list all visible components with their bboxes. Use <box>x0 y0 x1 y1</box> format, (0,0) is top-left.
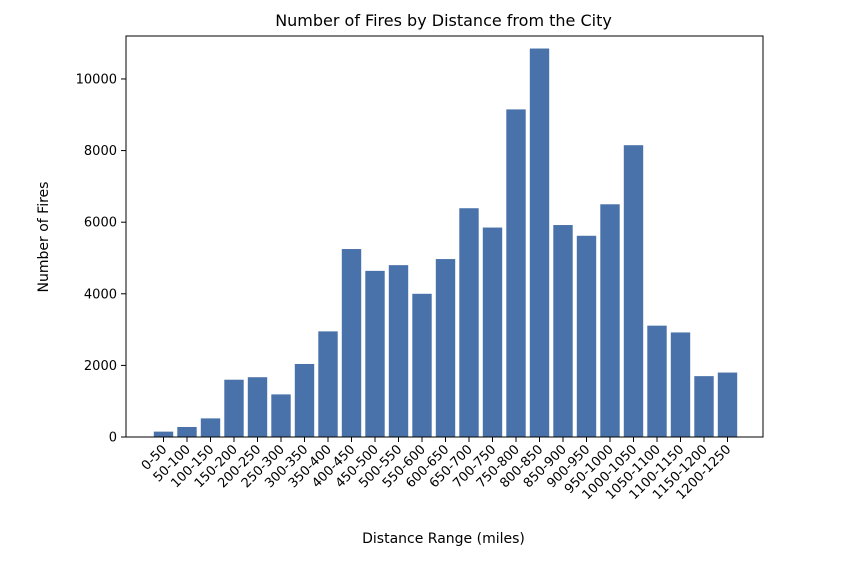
plot-frame <box>125 35 764 438</box>
y-tick-label: 8000 <box>84 144 117 159</box>
bar-300-350 <box>294 363 315 437</box>
bar-1150-1200 <box>694 376 714 437</box>
bar-750-800 <box>506 109 526 438</box>
y-axis: 0 2000 4000 6000 8000 10000 <box>76 72 126 446</box>
bar-250-300 <box>271 394 291 437</box>
bar-500-550 <box>388 265 409 437</box>
y-tick-label: 10000 <box>76 72 117 87</box>
bar-350-400 <box>318 331 338 437</box>
bar-600-650 <box>435 259 456 437</box>
x-axis: 0-5050-100100-150150-200200-250250-30030… <box>139 437 734 503</box>
bar-950-1000 <box>600 204 620 437</box>
x-axis-label: Distance Range (miles) <box>362 531 525 547</box>
bars-group <box>153 48 738 438</box>
bar-800-850 <box>529 48 550 437</box>
y-tick-label: 0 <box>109 431 117 446</box>
bar-400-450 <box>341 249 362 437</box>
bar-50-100 <box>177 426 197 437</box>
bar-700-750 <box>482 227 503 437</box>
bar-900-950 <box>576 235 597 437</box>
bar-850-900 <box>553 225 573 437</box>
bar-550-600 <box>412 293 432 437</box>
y-tick-label: 6000 <box>84 216 117 231</box>
y-tick-label: 4000 <box>84 287 117 302</box>
bar-1100-1150 <box>670 332 691 437</box>
y-tick-label: 2000 <box>84 359 117 374</box>
chart-title: Number of Fires by Distance from the Cit… <box>275 11 612 30</box>
bar-150-200 <box>224 379 244 437</box>
bar-200-250 <box>247 377 268 437</box>
bar-1000-1050 <box>623 145 644 437</box>
bar-1050-1100 <box>647 325 667 437</box>
bar-650-700 <box>459 208 479 437</box>
bar-450-500 <box>365 270 385 437</box>
y-axis-label: Number of Fires <box>36 182 52 293</box>
bar-100-150 <box>200 418 221 437</box>
bar-1200-1250 <box>717 372 738 437</box>
bar-0-50 <box>153 431 174 437</box>
